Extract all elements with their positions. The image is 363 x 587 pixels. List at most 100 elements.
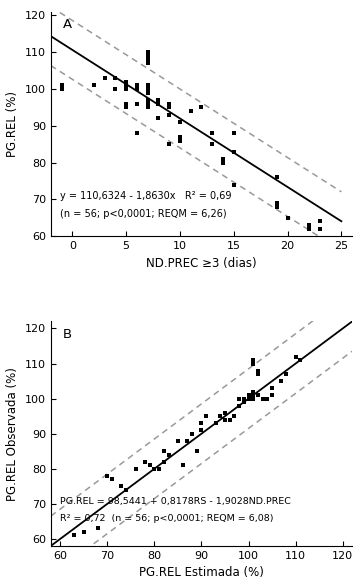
Point xyxy=(91,80,97,90)
Point xyxy=(250,394,256,403)
Text: A: A xyxy=(63,18,72,32)
Point xyxy=(105,471,110,481)
Point xyxy=(231,147,237,156)
Point xyxy=(145,103,151,112)
Point xyxy=(209,129,215,138)
Point xyxy=(109,474,115,484)
Point xyxy=(113,73,118,83)
Point xyxy=(250,387,256,396)
Point xyxy=(145,99,151,109)
Point xyxy=(184,436,190,446)
Point xyxy=(166,140,172,149)
Point xyxy=(209,140,215,149)
Point xyxy=(134,80,140,90)
Y-axis label: PG.REL (%): PG.REL (%) xyxy=(6,91,19,157)
Point xyxy=(317,224,323,234)
Point xyxy=(222,408,228,417)
Point xyxy=(119,481,125,491)
Point xyxy=(155,99,161,109)
Text: B: B xyxy=(63,328,72,341)
Point xyxy=(199,419,204,428)
Point xyxy=(142,457,148,467)
Point xyxy=(306,221,312,230)
Point xyxy=(134,129,140,138)
Point xyxy=(102,73,107,83)
Text: (n = 56; p<0,0001; REQM = 6,26): (n = 56; p<0,0001; REQM = 6,26) xyxy=(60,209,227,220)
Point xyxy=(260,394,266,403)
Point xyxy=(145,59,151,68)
Point xyxy=(161,457,167,467)
Point xyxy=(246,390,252,400)
Point xyxy=(250,359,256,368)
Point xyxy=(213,419,219,428)
Point xyxy=(278,376,284,386)
Point xyxy=(241,394,247,403)
Point xyxy=(274,202,280,211)
Point xyxy=(123,85,129,94)
Point xyxy=(250,355,256,365)
Point xyxy=(72,531,77,540)
Point xyxy=(265,394,270,403)
Point xyxy=(317,217,323,226)
Point xyxy=(246,394,252,403)
Point xyxy=(255,366,261,375)
Point xyxy=(59,80,65,90)
Point xyxy=(123,85,129,94)
Point xyxy=(232,411,237,421)
Point xyxy=(236,401,242,410)
Point xyxy=(166,99,172,109)
Point xyxy=(269,383,275,393)
Point xyxy=(269,390,275,400)
X-axis label: ND.PREC ≥3 (dias): ND.PREC ≥3 (dias) xyxy=(146,257,257,269)
Point xyxy=(145,51,151,60)
Point xyxy=(220,154,226,164)
Point xyxy=(250,390,256,400)
Point xyxy=(217,411,223,421)
Point xyxy=(199,103,204,112)
Point xyxy=(246,390,252,400)
Point xyxy=(166,110,172,120)
Point xyxy=(134,85,140,94)
Point xyxy=(113,85,118,94)
Point xyxy=(274,173,280,182)
Point xyxy=(246,394,252,403)
Point xyxy=(145,88,151,97)
Point xyxy=(155,95,161,104)
Point xyxy=(189,429,195,438)
Point xyxy=(151,464,157,474)
Point xyxy=(285,213,290,222)
Point xyxy=(180,461,185,470)
Point xyxy=(241,397,247,407)
Point xyxy=(222,415,228,424)
Point xyxy=(260,394,266,403)
Point xyxy=(194,447,200,456)
Point xyxy=(166,450,171,460)
Point xyxy=(255,369,261,379)
Point xyxy=(265,394,270,403)
Point xyxy=(134,99,140,109)
Point xyxy=(220,158,226,167)
Y-axis label: PG.REL Observada (%): PG.REL Observada (%) xyxy=(6,367,19,501)
Point xyxy=(274,198,280,208)
Point xyxy=(231,180,237,190)
Point xyxy=(123,80,129,90)
Point xyxy=(255,390,261,400)
Point xyxy=(145,80,151,90)
Point xyxy=(81,527,87,537)
Point xyxy=(199,426,204,435)
Point xyxy=(59,85,65,94)
Text: PG.REL = 98,5441 + 0,8178RS - 1,9028ND.PREC: PG.REL = 98,5441 + 0,8178RS - 1,9028ND.P… xyxy=(60,497,291,505)
Point xyxy=(293,352,298,361)
Point xyxy=(297,355,303,365)
Point xyxy=(156,464,162,474)
Point xyxy=(203,411,209,421)
Point xyxy=(175,436,181,446)
Point xyxy=(147,461,152,470)
Point xyxy=(113,85,118,94)
Point xyxy=(166,103,172,112)
Point xyxy=(123,77,129,86)
Point xyxy=(231,129,237,138)
Point xyxy=(134,85,140,94)
Point xyxy=(250,390,256,400)
Point xyxy=(145,85,151,94)
